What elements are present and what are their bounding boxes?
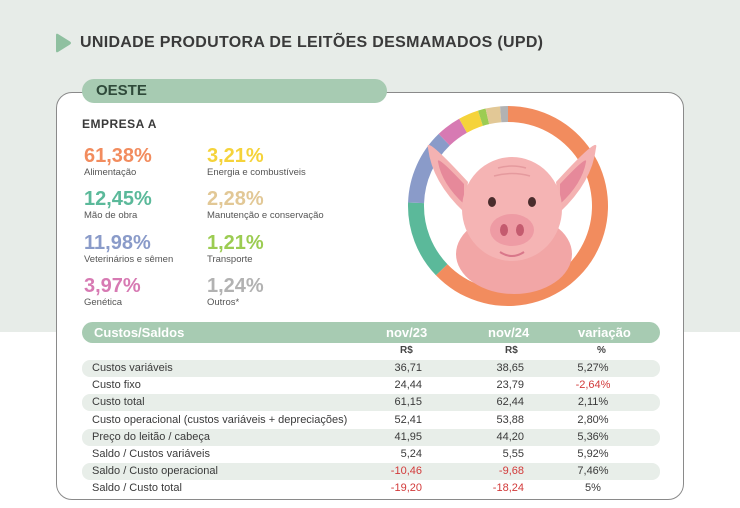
play-arrow-icon [56,33,71,53]
cell-nov24: 38,65 [496,362,524,374]
donut-slice-transporte [478,108,490,126]
pig-illustration [427,144,597,294]
cell-nov24: 53,88 [496,414,524,426]
stat-genetica: 3,97% Genética [84,275,141,308]
table-row: Custos variáveis 36,71 38,65 5,27% [82,360,660,377]
stat-label: Energia e combustíveis [207,167,306,178]
stat-percent: 61,38% [84,145,152,167]
cell-variacao: -2,64% [575,379,611,391]
table-row: Saldo / Custo total -19,20 -18,24 5% [82,480,660,497]
donut-slice-m-o-de-obra [408,202,448,276]
stat-label: Alimentação [84,167,137,178]
row-label: Custo operacional (custos variáveis + de… [92,414,348,426]
cell-nov23: 5,24 [400,448,422,460]
cell-variacao: 2,11% [577,396,609,408]
row-label: Custos variáveis [92,362,173,374]
cell-nov24: -18,24 [492,482,524,494]
stat-percent: 12,45% [84,188,152,210]
col-header-variacao: variação [578,325,631,340]
stat-manutencao: 2,28% Manutenção e conservação [207,188,324,221]
donut-slice-veterin-rios-e-s-men [408,133,450,204]
cell-nov23: 24,44 [394,379,422,391]
table-row: Custo fixo 24,44 23,79 -2,64% [82,377,660,394]
cell-nov23: 61,15 [394,396,422,408]
cell-nov24: 62,44 [496,396,524,408]
cell-variacao: 5,92% [577,448,609,460]
donut-svg [408,106,608,307]
stat-percent: 11,98% [84,232,151,254]
cost-donut-chart [406,104,610,308]
region-label: OESTE [82,79,387,103]
row-label: Preço do leitão / cabeça [92,431,211,443]
company-name: EMPRESA A [82,117,157,131]
table-row: Custo operacional (custos variáveis + de… [82,412,660,429]
cell-nov24: 23,79 [496,379,524,391]
cell-nov24: 5,55 [502,448,524,460]
donut-slice-manuten-o-e-conserva-o [485,106,502,125]
stat-mao-de-obra: 12,45% Mão de obra [84,188,152,221]
row-label: Custo total [92,396,145,408]
donut-slice-energia-e-combust-veis [459,110,483,133]
cell-nov23: -19,20 [390,482,422,494]
stat-label: Outros* [207,297,240,308]
table-header: Custos/Saldos nov/23 nov/24 variação [82,322,660,343]
donut-slice-gen-tica [438,118,467,146]
table-row: Preço do leitão / cabeça 41,95 44,20 5,3… [82,429,660,446]
row-label: Saldo / Custo operacional [92,465,218,477]
cell-variacao: 2,80% [577,414,609,426]
unit-nov24: R$ [505,345,518,356]
stat-percent: 1,24% [207,275,264,297]
stat-alimentacao: 61,38% Alimentação [84,145,152,178]
stat-percent: 2,28% [207,188,264,210]
table-row: Custo total 61,15 62,44 2,11% [82,394,660,411]
row-label: Custo fixo [92,379,141,391]
cell-variacao: 5,36% [577,431,609,443]
cell-nov23: 36,71 [394,362,422,374]
stat-label: Veterinários e sêmen [84,254,174,265]
stat-outros: 1,24% Outros* [207,275,264,308]
unit-variacao: % [597,345,606,356]
stat-label: Manutenção e conservação [207,210,324,221]
stat-percent: 1,21% [207,232,264,254]
stat-percent: 3,21% [207,145,264,167]
table-row: Saldo / Custos variáveis 5,24 5,55 5,92% [82,446,660,463]
cell-variacao: 5,27% [577,362,609,374]
stat-veterinarios: 11,98% Veterinários e sêmen [84,232,173,265]
col-header-custos: Custos/Saldos [94,325,185,340]
cell-nov23: 41,95 [394,431,422,443]
donut-slice-alimenta-o [435,106,608,307]
cell-nov23: -10,46 [390,465,422,477]
col-header-nov24: nov/24 [488,325,530,340]
unit-nov23: R$ [400,345,413,356]
cell-nov24: 44,20 [496,431,524,443]
page-header: UNIDADE PRODUTORA DE LEITÕES DESMAMADOS … [54,33,543,53]
stat-energia: 3,21% Energia e combustíveis [207,145,306,178]
stat-label: Mão de obra [84,210,138,221]
row-label: Saldo / Custo total [92,482,182,494]
row-label: Saldo / Custos variáveis [92,448,210,460]
cell-nov24: -9,68 [498,465,524,477]
stat-label: Transporte [207,254,253,265]
donut-slice-outros- [500,106,508,123]
page-title: UNIDADE PRODUTORA DE LEITÕES DESMAMADOS … [80,34,544,51]
stat-label: Genética [84,297,123,308]
stat-percent: 3,97% [84,275,141,297]
col-header-nov23: nov/23 [386,325,428,340]
stat-transporte: 1,21% Transporte [207,232,264,265]
table-row: Saldo / Custo operacional -10,46 -9,68 7… [82,463,660,480]
cell-nov23: 52,41 [394,414,422,426]
cell-variacao: 7,46% [577,465,609,477]
cell-variacao: 5% [585,482,601,494]
